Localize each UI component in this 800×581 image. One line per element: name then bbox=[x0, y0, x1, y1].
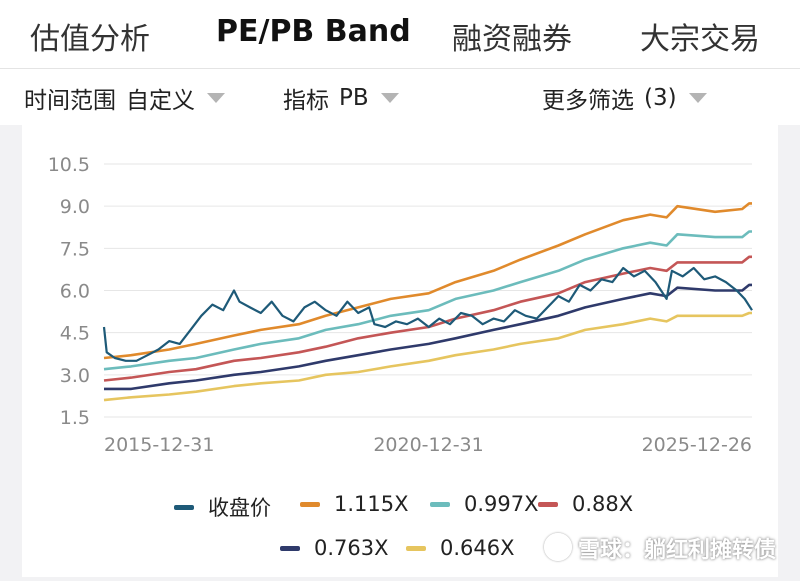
chevron-down-icon bbox=[380, 93, 399, 103]
legend-item-088x[interactable]: 0.88X bbox=[538, 492, 633, 516]
filter-bar: 时间范围 自定义 指标 PB 更多筛选 (3) bbox=[0, 68, 800, 125]
series-line-s0997 bbox=[103, 230, 752, 371]
y-tick-label: 6.0 bbox=[60, 281, 90, 303]
legend-swatch bbox=[538, 501, 558, 507]
series-line-s088 bbox=[103, 255, 752, 382]
legend-label: 1.115X bbox=[334, 492, 409, 516]
legend-swatch bbox=[406, 545, 426, 551]
x-tick-label: 2015-12-31 bbox=[104, 434, 214, 456]
more-filters-count: (3) bbox=[644, 85, 677, 111]
legend-item-0646x[interactable]: 0.646X bbox=[406, 536, 515, 560]
metric-filter[interactable]: 指标 PB bbox=[283, 81, 399, 115]
legend-label: 0.997X bbox=[464, 492, 539, 516]
y-tick-label: 7.5 bbox=[60, 238, 90, 260]
tab-margin-trading[interactable]: 融资融券 bbox=[452, 22, 572, 57]
watermark-text: 雪球：躺红利摊转债 bbox=[577, 538, 776, 563]
legend-swatch bbox=[174, 504, 194, 510]
chevron-down-icon bbox=[688, 93, 707, 103]
time-range-filter[interactable]: 时间范围 自定义 bbox=[24, 81, 225, 115]
chevron-down-icon bbox=[207, 93, 225, 103]
y-tick-label: 1.5 bbox=[60, 407, 90, 429]
y-tick-label: 4.5 bbox=[60, 323, 90, 345]
legend-item-0763x[interactable]: 0.763X bbox=[280, 536, 389, 560]
xueqiu-logo-icon bbox=[543, 533, 572, 561]
series-line-close bbox=[102, 266, 753, 362]
series-line-s0646 bbox=[103, 311, 752, 402]
tab-pe-pb-band[interactable]: PE/PB Band bbox=[216, 14, 411, 49]
legend-label: 收盘价 bbox=[208, 496, 271, 520]
x-tick-label: 2025-12-26 bbox=[642, 434, 752, 456]
legend-swatch bbox=[280, 545, 300, 551]
y-tick-label: 10.5 bbox=[48, 154, 90, 176]
metric-label: 指标 bbox=[283, 88, 329, 114]
tab-block-trade[interactable]: 大宗交易 bbox=[640, 22, 760, 57]
y-tick-label: 3.0 bbox=[60, 365, 90, 387]
series-line-s1115 bbox=[103, 202, 752, 360]
legend-swatch bbox=[300, 501, 320, 507]
legend-item-1115x[interactable]: 1.115X bbox=[300, 492, 409, 516]
metric-value: PB bbox=[339, 85, 369, 111]
pb-band-chart: 10.5 9.0 7.5 6.0 4.5 3.0 1.5 2015-12-31 2020-12-… bbox=[48, 154, 753, 456]
x-tick-label: 2020-12-31 bbox=[373, 434, 483, 456]
legend-label: 0.88X bbox=[572, 492, 634, 516]
time-range-label: 时间范围 bbox=[24, 88, 116, 114]
legend-item-0997x[interactable]: 0.997X bbox=[430, 492, 539, 516]
more-filters[interactable]: 更多筛选 (3) bbox=[542, 81, 707, 115]
legend-label: 0.763X bbox=[314, 536, 389, 560]
chart-card: 10.5 9.0 7.5 6.0 4.5 3.0 1.5 2015-12-31 2020-12-… bbox=[22, 124, 778, 577]
legend-swatch bbox=[430, 501, 450, 507]
more-filters-label: 更多筛选 bbox=[542, 88, 634, 114]
time-range-value: 自定义 bbox=[126, 88, 195, 114]
top-tab-bar: 估值分析 PE/PB Band 融资融券 大宗交易 bbox=[0, 0, 800, 68]
series-line-s0763 bbox=[104, 283, 752, 391]
legend-item-close[interactable]: 收盘价 bbox=[174, 492, 271, 522]
watermark: 雪球：躺红利摊转债 bbox=[543, 532, 776, 564]
tab-valuation-analysis[interactable]: 估值分析 bbox=[30, 22, 150, 57]
y-tick-label: 9.0 bbox=[60, 196, 90, 218]
legend-label: 0.646X bbox=[440, 536, 515, 560]
